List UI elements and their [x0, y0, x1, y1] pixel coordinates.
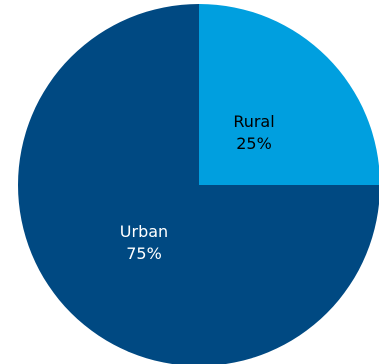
pie-slice-rural [199, 4, 379, 185]
slice-value-urban: 75% [126, 244, 162, 263]
slice-label-urban: Urban [120, 222, 168, 241]
slice-value-rural: 25% [236, 134, 272, 153]
slice-label-rural: Rural [233, 112, 274, 131]
pie-slice-urban [18, 4, 379, 364]
